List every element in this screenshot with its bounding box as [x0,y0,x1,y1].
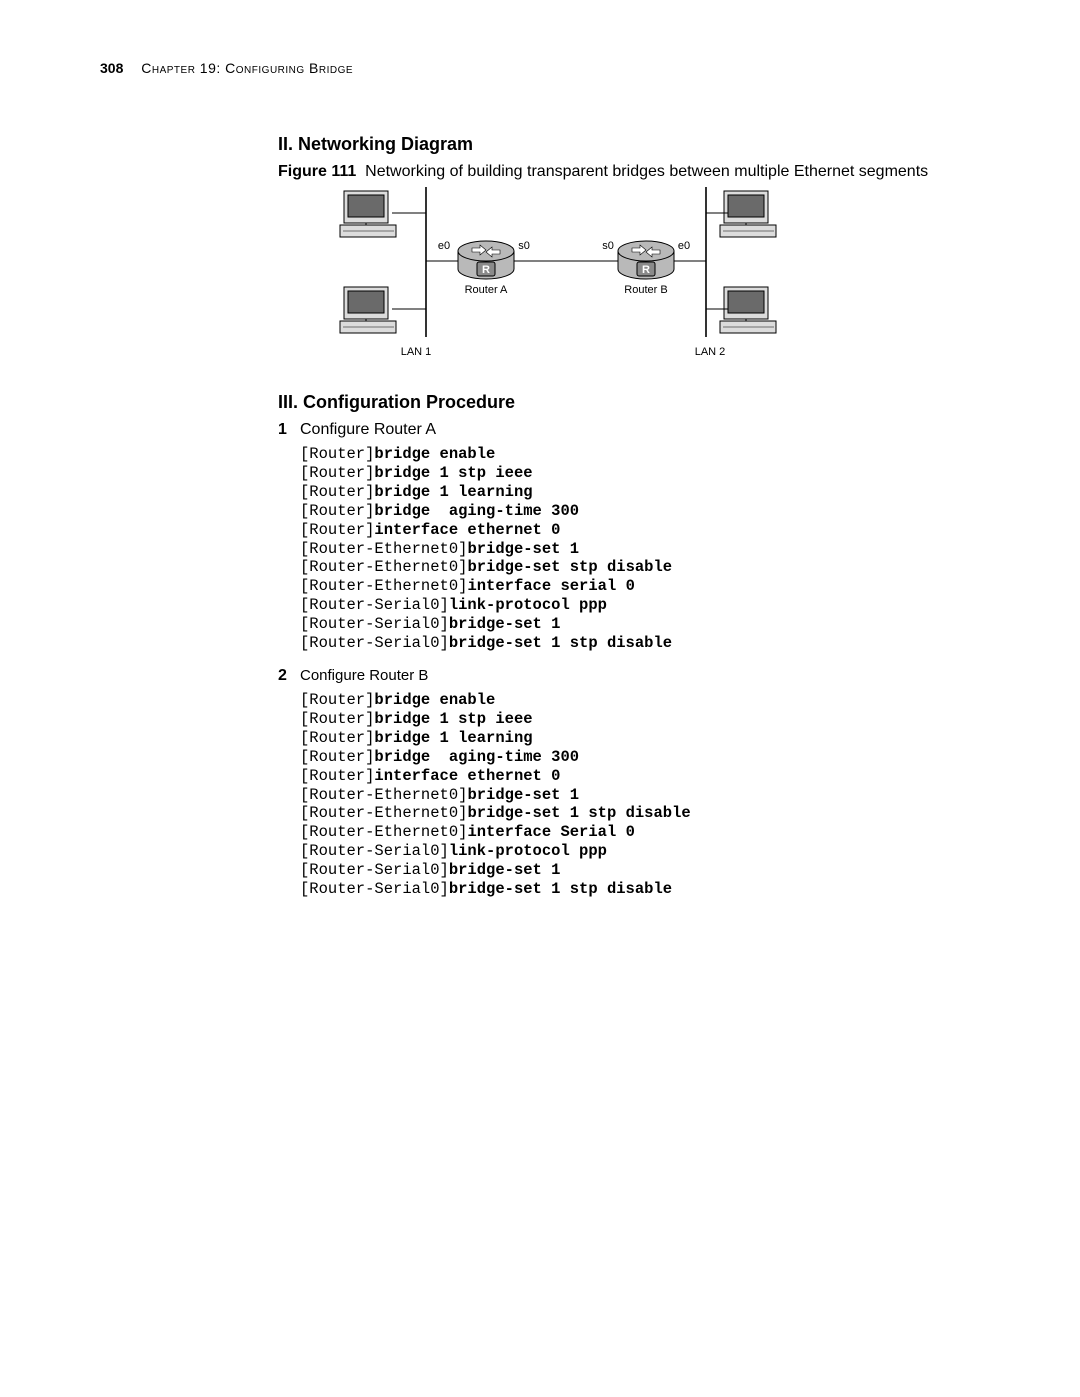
code-line: [Router]interface ethernet 0 [300,767,950,786]
code-command: bridge-set 1 stp disable [467,804,690,822]
code-prefix: [Router-Serial0] [300,596,449,614]
code-line: [Router]bridge enable [300,445,950,464]
code-prefix: [Router] [300,464,374,482]
code-prefix: [Router-Serial0] [300,880,449,898]
code-prefix: [Router-Serial0] [300,615,449,633]
code-prefix: [Router-Ethernet0] [300,540,467,558]
code-line: [Router-Ethernet0]bridge-set 1 [300,786,950,805]
code-line: [Router-Serial0]bridge-set 1 [300,615,950,634]
code-prefix: [Router] [300,729,374,747]
steps-container: 1Configure Router A[Router]bridge enable… [278,421,950,899]
code-prefix: [Router] [300,748,374,766]
code-line: [Router-Ethernet0]interface Serial 0 [300,823,950,842]
svg-text:Router B: Router B [624,284,667,296]
chapter-label: Chapter 19: Configuring Bridge [141,60,353,76]
code-line: [Router]bridge aging-time 300 [300,748,950,767]
page-header: 308 Chapter 19: Configuring Bridge [100,60,990,76]
code-line: [Router]interface ethernet 0 [300,521,950,540]
code-prefix: [Router-Ethernet0] [300,577,467,595]
step-title: Configure Router B [300,667,428,684]
code-prefix: [Router] [300,521,374,539]
figure-caption: Figure 111 Networking of building transp… [278,163,950,181]
code-command: bridge 1 learning [374,729,532,747]
code-command: bridge aging-time 300 [374,748,579,766]
code-command: bridge 1 stp ieee [374,710,532,728]
code-command: bridge enable [374,445,495,463]
code-line: [Router]bridge 1 stp ieee [300,464,950,483]
code-prefix: [Router] [300,691,374,709]
svg-text:e0: e0 [678,240,690,252]
code-command: interface ethernet 0 [374,767,560,785]
step-row: 2Configure Router B [278,667,950,685]
code-prefix: [Router-Ethernet0] [300,558,467,576]
network-diagram: R Router A R Router B e0 s0 s0 e0 LAN 1 LAN 2 [332,187,950,372]
code-prefix: [Router-Serial0] [300,634,449,652]
svg-text:R: R [482,264,490,276]
code-line: [Router]bridge 1 learning [300,483,950,502]
code-line: [Router-Serial0]bridge-set 1 [300,861,950,880]
code-line: [Router]bridge 1 learning [300,729,950,748]
code-command: bridge-set 1 [449,861,561,879]
page-number: 308 [100,60,123,76]
code-prefix: [Router-Ethernet0] [300,786,467,804]
page: 308 Chapter 19: Configuring Bridge II. N… [0,0,1080,1397]
svg-text:LAN 1: LAN 1 [401,346,432,358]
code-command: bridge 1 stp ieee [374,464,532,482]
svg-text:s0: s0 [602,240,614,252]
step-row: 1Configure Router A [278,421,950,439]
code-prefix: [Router-Serial0] [300,861,449,879]
code-command: interface ethernet 0 [374,521,560,539]
code-command: interface serial 0 [467,577,634,595]
code-line: [Router]bridge 1 stp ieee [300,710,950,729]
section2-heading: II. Networking Diagram [278,134,950,155]
figure-caption-text: Networking of building transparent bridg… [365,163,928,180]
code-prefix: [Router-Ethernet0] [300,823,467,841]
code-prefix: [Router-Serial0] [300,842,449,860]
code-line: [Router-Ethernet0]bridge-set 1 stp disab… [300,804,950,823]
code-command: interface Serial 0 [467,823,634,841]
code-prefix: [Router] [300,767,374,785]
code-line: [Router-Serial0]bridge-set 1 stp disable [300,634,950,653]
code-line: [Router-Ethernet0]interface serial 0 [300,577,950,596]
step-number: 2 [278,667,300,685]
svg-text:e0: e0 [438,240,450,252]
code-command: link-protocol ppp [449,842,607,860]
code-command: bridge-set 1 [467,786,579,804]
code-command: bridge-set 1 [449,615,561,633]
code-block: [Router]bridge enable[Router]bridge 1 st… [300,691,950,899]
svg-text:s0: s0 [518,240,530,252]
code-prefix: [Router-Ethernet0] [300,804,467,822]
code-block: [Router]bridge enable[Router]bridge 1 st… [300,445,950,653]
svg-text:Router A: Router A [465,284,508,296]
code-line: [Router-Serial0]link-protocol ppp [300,596,950,615]
code-prefix: [Router] [300,710,374,728]
code-command: link-protocol ppp [449,596,607,614]
figure-label: Figure 111 [278,163,356,180]
svg-text:R: R [642,264,650,276]
code-command: bridge-set stp disable [467,558,672,576]
network-diagram-svg: R Router A R Router B e0 s0 s0 e0 LAN 1 LAN 2 [332,187,832,367]
code-command: bridge 1 learning [374,483,532,501]
code-prefix: [Router] [300,445,374,463]
code-prefix: [Router] [300,483,374,501]
svg-text:LAN 2: LAN 2 [695,346,726,358]
code-line: [Router-Serial0]bridge-set 1 stp disable [300,880,950,899]
code-command: bridge-set 1 stp disable [449,880,672,898]
code-prefix: [Router] [300,502,374,520]
code-line: [Router]bridge enable [300,691,950,710]
step-number: 1 [278,421,300,439]
code-line: [Router-Serial0]link-protocol ppp [300,842,950,861]
code-line: [Router]bridge aging-time 300 [300,502,950,521]
main-content: II. Networking Diagram Figure 111 Networ… [278,134,950,899]
section3-heading: III. Configuration Procedure [278,392,950,413]
code-command: bridge-set 1 [467,540,579,558]
code-line: [Router-Ethernet0]bridge-set stp disable [300,558,950,577]
code-command: bridge aging-time 300 [374,502,579,520]
code-line: [Router-Ethernet0]bridge-set 1 [300,540,950,559]
code-command: bridge enable [374,691,495,709]
step-title: Configure Router A [300,421,436,439]
code-command: bridge-set 1 stp disable [449,634,672,652]
